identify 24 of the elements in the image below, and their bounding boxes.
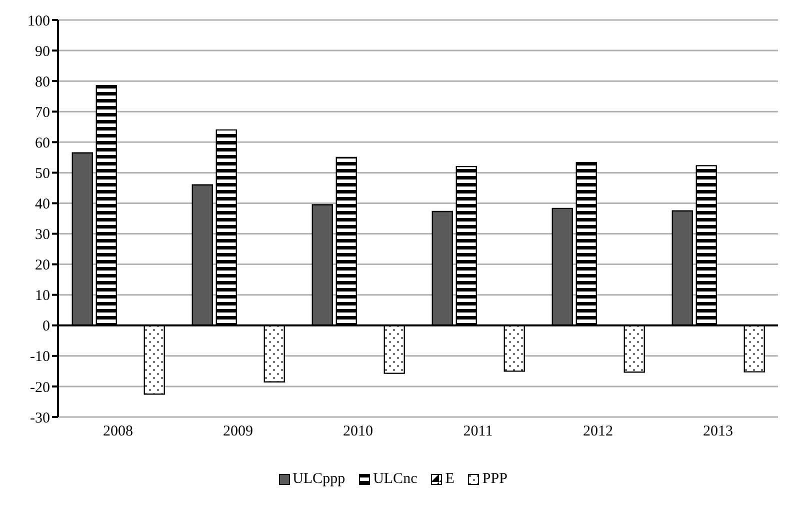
x-tick-label: 2010 [343, 424, 373, 440]
y-tick-label: 40 [35, 196, 50, 213]
x-tick-label: 2008 [103, 424, 133, 440]
legend-label: E [445, 471, 454, 488]
y-tick-label: 50 [35, 166, 50, 182]
y-tick-label: 100 [28, 13, 50, 30]
legend-label: ULCppp [292, 471, 346, 488]
y-tick-label: -30 [30, 410, 50, 426]
legend-label: ULCnc [373, 471, 418, 488]
legend-label: PPP [482, 471, 508, 488]
y-tick-label: 80 [35, 74, 50, 90]
x-tick-label: 2011 [463, 424, 493, 440]
y-tick-label: -10 [30, 349, 50, 366]
y-tick-label: 70 [35, 104, 50, 121]
y-tick-label: 30 [35, 227, 50, 244]
x-tick-label: 2009 [223, 424, 253, 440]
y-tick-label: 20 [35, 258, 50, 274]
y-tick-label: 90 [35, 44, 50, 60]
y-tick-label: 0 [42, 318, 50, 335]
y-tick-label: -20 [30, 380, 50, 396]
y-tick-label: 10 [35, 288, 50, 304]
x-tick-label: 2013 [703, 424, 733, 440]
y-tick-label: 60 [35, 135, 50, 152]
x-tick-label: 2012 [583, 424, 613, 440]
